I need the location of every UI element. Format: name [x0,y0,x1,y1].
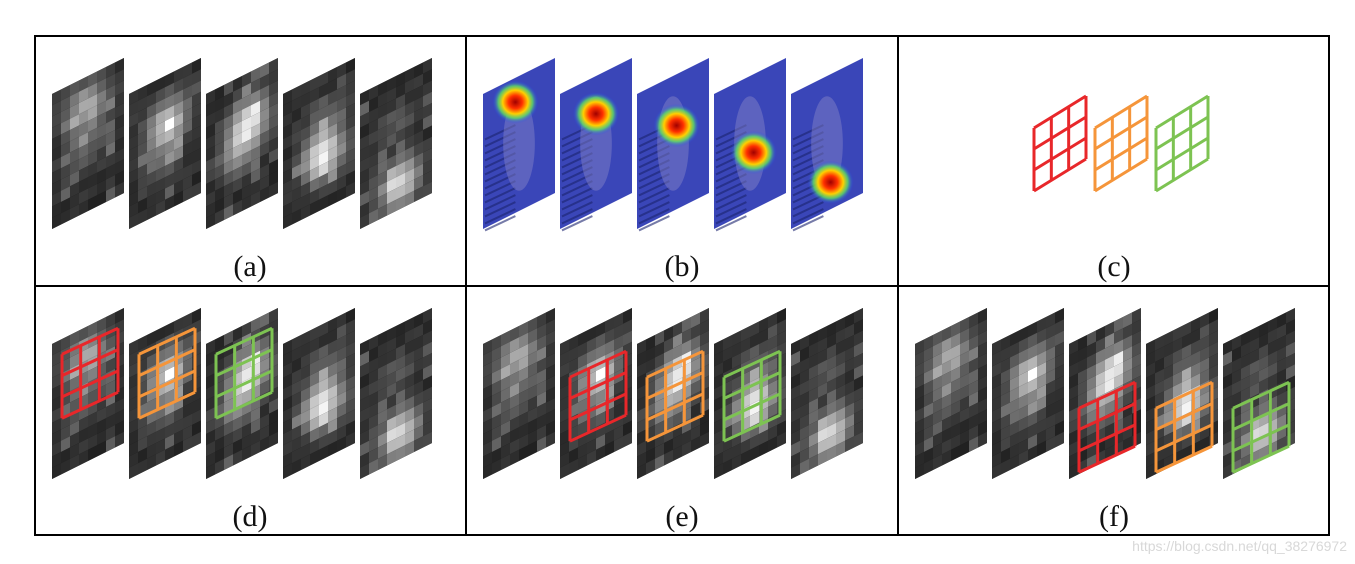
heatmap-1 [483,58,555,232]
kernel-red [1032,94,1088,193]
panel-d [52,308,432,479]
caption-a: (a) [233,250,266,283]
feature-map-5 [360,58,432,229]
caption-b: (b) [665,250,700,283]
heatmap-4 [714,58,786,232]
panel-c [1032,94,1210,193]
kernel-orange [1093,94,1149,193]
feature-map-4 [283,58,355,229]
caption-d: (d) [233,500,268,533]
panel-a [52,58,432,229]
feature-map-2 [992,308,1064,479]
feature-map-1 [52,308,124,479]
heatmap-3 [637,58,709,232]
feature-map-4 [714,308,786,479]
feature-map-4 [1146,308,1218,479]
watermark-text: https://blog.csdn.net/qq_38276972 [1132,538,1347,554]
panels [52,58,1295,479]
panel-f [915,308,1295,479]
highlight-grid-green [1231,380,1291,474]
panel-grid-lines [34,35,1330,536]
feature-map-5 [360,308,432,479]
feature-map-3 [206,58,278,229]
highlight-grid-red [568,349,628,443]
feature-map-2 [560,308,632,479]
feature-map-1 [483,308,555,479]
feature-map-3 [637,308,709,479]
caption-e: (e) [665,500,698,533]
feature-map-5 [791,308,863,479]
caption-c: (c) [1097,250,1130,283]
highlight-grid-orange [1154,380,1214,474]
feature-map-3 [206,308,278,479]
highlight-grid-orange [645,349,705,443]
feature-map-2 [129,308,201,479]
kernel-green [1154,94,1210,193]
highlight-grid-red [1077,380,1137,474]
panel-b [483,58,863,232]
captions: (a) (b) (c) (d) (e) (f) [233,250,1131,533]
highlight-grid-green [214,326,274,420]
caption-f: (f) [1099,500,1129,533]
heatmap-5 [791,58,863,232]
feature-map-1 [52,58,124,229]
feature-map-5 [1223,308,1295,479]
feature-map-2 [129,58,201,229]
highlight-grid-orange [137,326,197,420]
feature-map-4 [283,308,355,479]
feature-map-3 [1069,308,1141,479]
feature-map-1 [915,308,987,479]
highlight-grid-green [722,349,782,443]
heatmap-2 [560,58,632,232]
highlight-grid-red [60,326,120,420]
panel-e [483,308,863,479]
